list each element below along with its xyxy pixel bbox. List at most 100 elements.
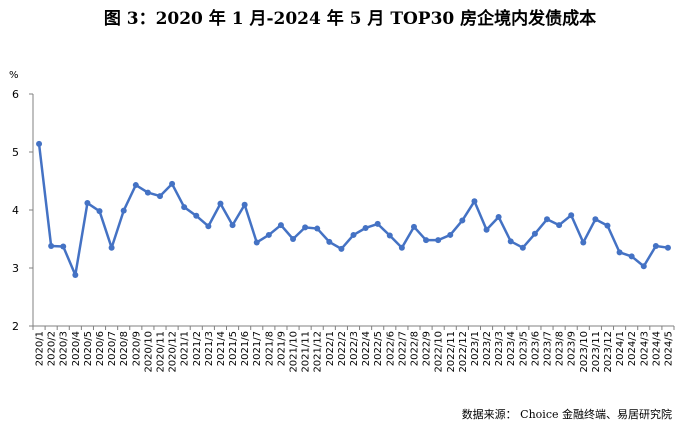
data-point bbox=[60, 243, 67, 250]
data-point bbox=[302, 224, 309, 231]
x-tick-label: 2020/6 bbox=[95, 331, 106, 366]
data-point bbox=[144, 189, 151, 196]
y-tick-label: 2 bbox=[12, 320, 19, 333]
y-tick-label: 4 bbox=[12, 204, 19, 217]
data-point bbox=[580, 239, 587, 246]
x-tick-label: 2022/9 bbox=[422, 331, 433, 366]
x-tick-label: 2021/11 bbox=[301, 331, 312, 373]
x-tick-label: 2020/10 bbox=[143, 331, 154, 373]
x-tick-label: 2023/3 bbox=[494, 331, 505, 366]
x-tick-label: 2021/12 bbox=[313, 331, 324, 373]
x-tick-label: 2021/2 bbox=[192, 331, 203, 366]
x-tick-label: 2024/3 bbox=[639, 331, 650, 366]
x-tick-label: 2022/5 bbox=[373, 331, 384, 366]
x-tick-label: 2022/4 bbox=[361, 331, 372, 366]
data-point bbox=[181, 204, 188, 211]
y-tick-label: 3 bbox=[12, 262, 19, 275]
x-tick-label: 2022/2 bbox=[337, 331, 348, 366]
data-point bbox=[592, 216, 599, 223]
x-tick-label: 2021/7 bbox=[252, 331, 263, 366]
data-point bbox=[36, 140, 43, 147]
data-point bbox=[290, 236, 297, 242]
x-tick-label: 2022/12 bbox=[458, 331, 469, 373]
data-point bbox=[519, 244, 526, 251]
data-point bbox=[447, 231, 454, 238]
data-point bbox=[362, 224, 369, 231]
data-point bbox=[507, 238, 514, 245]
data-point bbox=[374, 220, 381, 227]
data-point bbox=[640, 263, 647, 270]
data-point bbox=[193, 212, 200, 219]
data-point bbox=[398, 244, 405, 251]
x-tick-label: 2020/8 bbox=[119, 331, 130, 366]
data-point bbox=[277, 222, 284, 229]
x-tick-labels: 2020/1 2020/2 2020/3 2020/4 2020/5 2020/6 2020… bbox=[35, 331, 675, 373]
x-tick-label: 2023/12 bbox=[603, 331, 614, 373]
data-source: 数据来源： Choice 金融终端、易居研究院 bbox=[461, 408, 672, 421]
x-tick-label: 2023/10 bbox=[579, 331, 590, 373]
data-point bbox=[205, 223, 212, 230]
data-point bbox=[156, 193, 163, 200]
x-tick-label: 2023/11 bbox=[591, 331, 602, 373]
x-tick-label: 2023/8 bbox=[555, 331, 566, 366]
x-tick-label: 2020/11 bbox=[155, 331, 166, 373]
x-tick-label: 2020/7 bbox=[107, 331, 118, 366]
x-tick-label: 2024/5 bbox=[663, 331, 674, 366]
x-tick-label: 2021/4 bbox=[216, 331, 227, 366]
x-tick-label: 2022/1 bbox=[325, 331, 336, 366]
x-tick-label: 2024/4 bbox=[651, 331, 662, 366]
data-point bbox=[108, 244, 115, 251]
x-tick-label: 2020/5 bbox=[83, 331, 94, 366]
y-tick-labels: 2 3 4 5 6 bbox=[12, 88, 19, 333]
data-point bbox=[241, 201, 248, 208]
x-tick-label: 2020/9 bbox=[131, 331, 142, 366]
data-point bbox=[664, 244, 671, 251]
x-tick-label: 2022/11 bbox=[446, 331, 457, 373]
data-point bbox=[48, 242, 55, 249]
data-point bbox=[495, 213, 502, 220]
data-point bbox=[616, 249, 623, 256]
x-tick-label: 2021/1 bbox=[180, 331, 191, 366]
x-tick-label: 2023/7 bbox=[543, 331, 554, 366]
x-tick-label: 2021/10 bbox=[289, 331, 300, 373]
x-tick-label: 2020/3 bbox=[59, 331, 70, 366]
x-tick-label: 2023/4 bbox=[506, 331, 517, 366]
x-tick-label: 2021/3 bbox=[204, 331, 215, 366]
x-tick-label: 2021/5 bbox=[228, 331, 239, 366]
x-tick-label: 2022/10 bbox=[434, 331, 445, 373]
data-point bbox=[652, 242, 659, 249]
x-tick-label: 2023/9 bbox=[567, 331, 578, 366]
x-tick-label: 2020/4 bbox=[71, 331, 82, 366]
x-tick-label: 2020/2 bbox=[47, 331, 58, 366]
data-point bbox=[531, 230, 538, 237]
x-tick-label: 2023/2 bbox=[482, 331, 493, 366]
data-point bbox=[423, 237, 430, 244]
data-point bbox=[435, 237, 442, 244]
data-point bbox=[386, 232, 393, 239]
x-tick-label: 2021/9 bbox=[276, 331, 287, 366]
chart-title: 图 3：2020 年 1 月-2024 年 5 月 TOP30 房企境内发债成本 bbox=[103, 9, 597, 29]
x-tick-label: 2024/2 bbox=[627, 331, 638, 366]
x-tick-label: 2021/6 bbox=[240, 331, 251, 366]
data-point bbox=[338, 245, 345, 252]
data-point bbox=[471, 198, 478, 205]
data-point bbox=[604, 222, 611, 229]
x-tick-label: 2023/1 bbox=[470, 331, 481, 366]
data-point bbox=[169, 180, 176, 187]
data-point bbox=[132, 182, 139, 189]
data-point bbox=[410, 223, 417, 230]
data-point bbox=[350, 231, 357, 238]
y-tick-label: 6 bbox=[12, 88, 19, 101]
x-tick-label: 2024/1 bbox=[615, 331, 626, 366]
x-tick-label: 2020/1 bbox=[35, 331, 46, 366]
data-point bbox=[217, 200, 224, 207]
x-tick-label: 2022/7 bbox=[397, 331, 408, 366]
axes bbox=[29, 93, 675, 330]
x-tick-label: 2023/6 bbox=[530, 331, 541, 366]
data-point bbox=[120, 207, 127, 214]
y-tick-label: 5 bbox=[12, 146, 19, 159]
data-point bbox=[568, 212, 575, 219]
series-line bbox=[37, 143, 669, 277]
data-point bbox=[96, 208, 103, 215]
